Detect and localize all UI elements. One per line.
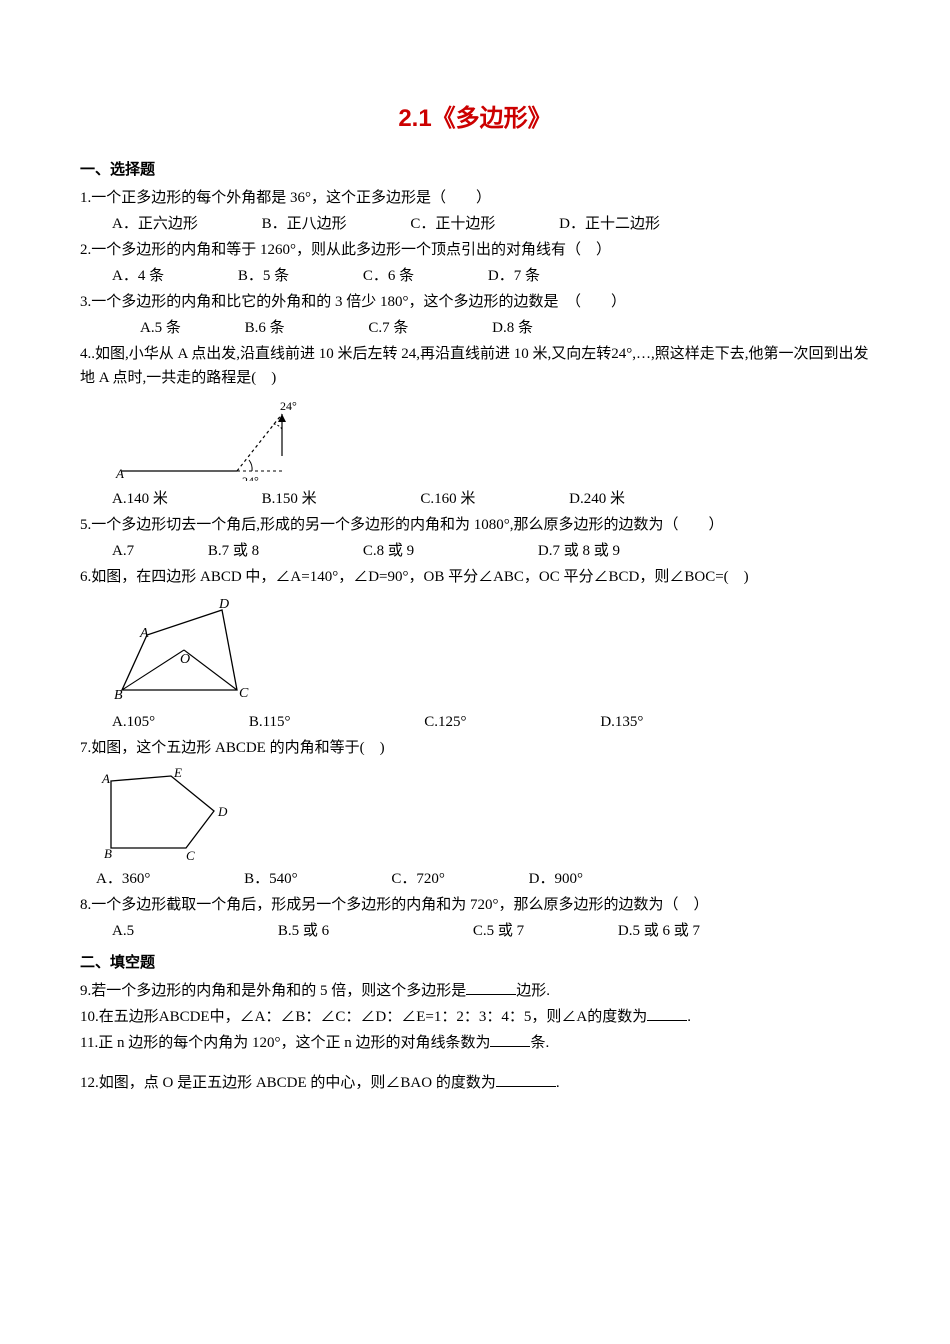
q6-opt-d: D.135° xyxy=(600,710,643,734)
fig6-label-o: O xyxy=(180,652,190,667)
fig6-label-a: A xyxy=(139,626,149,641)
q2-opt-b: B．5 条 xyxy=(238,264,289,288)
q12: 12.如图，点 O 是正五边形 ABCDE 的中心，则∠BAO 的度数为. xyxy=(80,1071,870,1095)
fig7-label-e: E xyxy=(173,766,182,780)
q4-figure: A 24° 24° xyxy=(112,396,870,481)
q3-text: 3.一个多边形的内角和比它的外角和的 3 倍少 180°，这个多边形的边数是 （… xyxy=(80,290,870,314)
q2-options: A．4 条 B．5 条 C．6 条 D．7 条 xyxy=(80,264,870,288)
fig6-label-b: B xyxy=(114,688,123,700)
q8-opt-c: C.5 或 7 xyxy=(473,919,524,943)
page-title: 2.1《多边形》 xyxy=(80,100,870,138)
q8-opt-a: A.5 xyxy=(112,919,134,943)
q8-options: A.5 B.5 或 6 C.5 或 7 D.5 或 6 或 7 xyxy=(80,919,870,943)
q1-opt-c: C．正十边形 xyxy=(410,212,495,236)
q12-blank xyxy=(496,1072,556,1087)
q7-opt-c: C．720° xyxy=(391,867,445,891)
q4-opt-c: C.160 米 xyxy=(420,487,475,511)
q3-opt-b: B.6 条 xyxy=(245,316,285,340)
q12-prefix: 12.如图，点 O 是正五边形 ABCDE 的中心，则∠BAO 的度数为 xyxy=(80,1075,496,1091)
q1-opt-b: B．正八边形 xyxy=(262,212,347,236)
q3-opt-a: A.5 条 xyxy=(140,316,181,340)
q10-prefix: 10.在五边形ABCDE中，∠A：∠B：∠C：∠D：∠E=1：2：3：4：5，则… xyxy=(80,1009,647,1025)
q11-blank xyxy=(490,1032,530,1047)
fig4-angle1: 24° xyxy=(242,474,259,481)
fig6-label-c: C xyxy=(239,686,249,700)
q5-options: A.7 B.7 或 8 C.8 或 9 D.7 或 8 或 9 xyxy=(80,539,870,563)
q9: 9.若一个多边形的内角和是外角和的 5 倍，则这个多边形是 边形. xyxy=(80,979,870,1003)
q4-options: A.140 米 B.150 米 C.160 米 D.240 米 xyxy=(80,487,870,511)
q11-prefix: 11.正 n 边形的每个内角为 120°，这个正 n 边形的对角线条数为 xyxy=(80,1035,490,1051)
q7-opt-b: B．540° xyxy=(244,867,298,891)
q8-opt-b: B.5 或 6 xyxy=(278,919,329,943)
q6-figure: A B C D O xyxy=(112,595,870,700)
q6-opt-c: C.125° xyxy=(424,710,466,734)
q4-opt-b: B.150 米 xyxy=(262,487,317,511)
q4-text: 4..如图,小华从 A 点出发,沿直线前进 10 米后左转 24,再沿直线前进 … xyxy=(80,342,870,390)
q1-text: 1.一个正多边形的每个外角都是 36°，这个正多边形是（ ） xyxy=(80,186,870,210)
q4-opt-d: D.240 米 xyxy=(569,487,625,511)
q7-options: A．360° B．540° C．720° D．900° xyxy=(80,867,870,891)
q7-opt-a: A．360° xyxy=(96,867,150,891)
q7-figure: A B C D E xyxy=(96,766,870,861)
q8-opt-d: D.5 或 6 或 7 xyxy=(618,919,700,943)
q9-prefix: 9.若一个多边形的内角和是外角和的 5 倍，则这个多边形是 xyxy=(80,983,466,999)
q1-opt-a: A．正六边形 xyxy=(112,212,198,236)
fig7-label-b: B xyxy=(104,846,112,861)
q3-opt-d: D.8 条 xyxy=(492,316,533,340)
q3-opt-c: C.7 条 xyxy=(368,316,408,340)
q6-options: A.105° B.115° C.125° D.135° xyxy=(80,710,870,734)
q5-opt-a: A.7 xyxy=(112,539,134,563)
q10-blank xyxy=(647,1006,687,1021)
q9-suffix: 边形. xyxy=(516,983,550,999)
q5-opt-c: C.8 或 9 xyxy=(363,539,414,563)
fig7-label-a: A xyxy=(101,771,110,786)
fig7-label-c: C xyxy=(186,848,195,861)
q3-options: A.5 条 B.6 条 C.7 条 D.8 条 xyxy=(80,316,870,340)
q7-text: 7.如图，这个五边形 ABCDE 的内角和等于( ) xyxy=(80,736,870,760)
q10-suffix: . xyxy=(687,1009,691,1025)
q1-opt-d: D．正十二边形 xyxy=(559,212,660,236)
q5-opt-b: B.7 或 8 xyxy=(208,539,259,563)
fig6-label-d: D xyxy=(218,597,229,612)
q7-opt-d: D．900° xyxy=(529,867,583,891)
fig4-label-a: A xyxy=(115,466,124,481)
q11: 11.正 n 边形的每个内角为 120°，这个正 n 边形的对角线条数为 条. xyxy=(80,1031,870,1055)
q6-text: 6.如图，在四边形 ABCD 中，∠A=140°，∠D=90°，OB 平分∠AB… xyxy=(80,565,870,589)
section2-header: 二、填空题 xyxy=(80,951,870,975)
q2-opt-a: A．4 条 xyxy=(112,264,164,288)
q12-suffix: . xyxy=(556,1075,560,1091)
q6-opt-a: A.105° xyxy=(112,710,155,734)
section1-header: 一、选择题 xyxy=(80,158,870,182)
q2-text: 2.一个多边形的内角和等于 1260°，则从此多边形一个顶点引出的对角线有（ ） xyxy=(80,238,870,262)
q2-opt-d: D．7 条 xyxy=(488,264,540,288)
fig4-angle2: 24° xyxy=(280,399,297,413)
q2-opt-c: C．6 条 xyxy=(363,264,414,288)
q6-opt-b: B.115° xyxy=(249,710,291,734)
q5-text: 5.一个多边形切去一个角后,形成的另一个多边形的内角和为 1080°,那么原多边… xyxy=(80,513,870,537)
q9-blank xyxy=(466,980,516,995)
q11-suffix: 条. xyxy=(530,1035,549,1051)
fig7-label-d: D xyxy=(217,804,228,819)
q8-text: 8.一个多边形截取一个角后，形成另一个多边形的内角和为 720°，那么原多边形的… xyxy=(80,893,870,917)
q4-opt-a: A.140 米 xyxy=(112,487,168,511)
q5-opt-d: D.7 或 8 或 9 xyxy=(538,539,620,563)
q1-options: A．正六边形 B．正八边形 C．正十边形 D．正十二边形 xyxy=(80,212,870,236)
q10: 10.在五边形ABCDE中，∠A：∠B：∠C：∠D：∠E=1：2：3：4：5，则… xyxy=(80,1005,870,1029)
